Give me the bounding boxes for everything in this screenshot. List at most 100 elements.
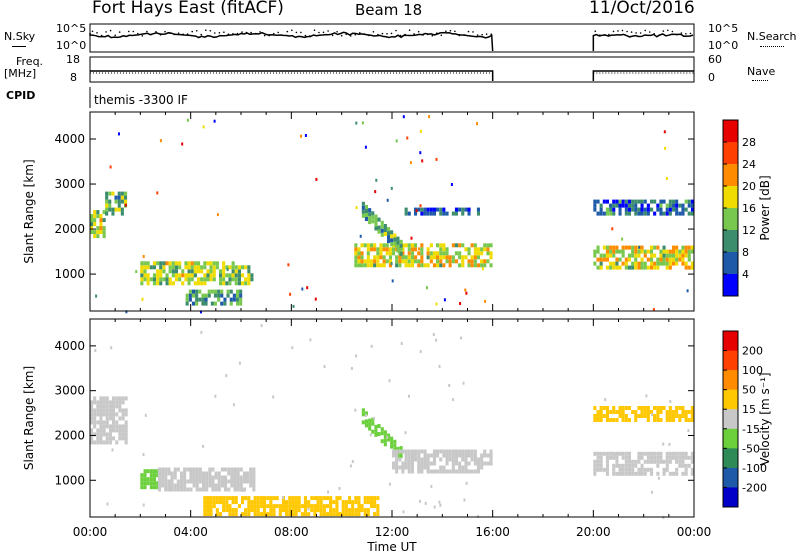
velocity-cell bbox=[250, 508, 254, 513]
power-cell bbox=[662, 261, 666, 266]
velocity-cell bbox=[164, 475, 168, 480]
velocity-cell bbox=[90, 400, 94, 405]
power-cell bbox=[429, 259, 433, 264]
velocity-cell bbox=[414, 457, 418, 462]
velocity-cell bbox=[675, 414, 679, 418]
x-tick-label: 00:00 bbox=[677, 525, 712, 539]
power-cell bbox=[152, 281, 156, 286]
power-cell bbox=[184, 277, 188, 282]
velocity-cell bbox=[143, 477, 147, 482]
velocity-cell bbox=[307, 512, 311, 517]
power-cell bbox=[300, 134, 302, 138]
velocity-cell bbox=[338, 512, 342, 517]
velocity-cell bbox=[615, 471, 619, 476]
power-cell bbox=[637, 211, 641, 216]
power-cell bbox=[225, 265, 229, 270]
power-cell bbox=[203, 265, 207, 270]
velocity-cell bbox=[364, 423, 368, 428]
noise-search-dot bbox=[114, 34, 116, 37]
velocity-cell bbox=[366, 512, 370, 517]
velocity-cell bbox=[637, 471, 641, 476]
velocity-cell bbox=[93, 400, 97, 405]
power-cell bbox=[382, 259, 386, 264]
velocity-cell bbox=[612, 418, 616, 422]
velocity-cell bbox=[288, 504, 292, 509]
velocity-cell bbox=[662, 471, 666, 476]
velocity-cell bbox=[643, 406, 647, 410]
velocity-cell bbox=[399, 446, 403, 451]
velocity-cell bbox=[407, 469, 411, 474]
velocity-cell bbox=[656, 459, 660, 464]
power-cell bbox=[602, 253, 606, 258]
velocity-cell bbox=[167, 479, 171, 484]
velocity-cell bbox=[439, 449, 443, 454]
velocity-cell bbox=[621, 455, 625, 460]
power-cell bbox=[593, 207, 597, 212]
velocity-cell bbox=[400, 342, 403, 345]
noise-search-dot bbox=[653, 33, 655, 35]
velocity-cell bbox=[376, 508, 380, 513]
velocity-cell bbox=[313, 512, 317, 517]
noise-search-dot bbox=[236, 32, 239, 35]
power-cell bbox=[168, 269, 172, 274]
velocity-cell bbox=[99, 424, 103, 429]
velocity-cell bbox=[228, 504, 232, 509]
velocity-cell bbox=[108, 440, 112, 445]
power-cell bbox=[159, 273, 163, 278]
power-cell bbox=[662, 245, 666, 250]
power-cell bbox=[191, 289, 195, 294]
noise-search-dot bbox=[146, 30, 148, 33]
power-cell bbox=[407, 211, 411, 216]
power-cell bbox=[464, 288, 467, 292]
velocity-cell bbox=[650, 467, 654, 472]
power-cell bbox=[621, 245, 625, 250]
power-cell bbox=[292, 304, 295, 308]
velocity-cell bbox=[186, 479, 190, 484]
noise-search-dot bbox=[141, 35, 144, 37]
velocity-cell bbox=[102, 432, 106, 437]
power-cell bbox=[407, 263, 411, 268]
power-cell bbox=[390, 242, 394, 247]
velocity-cell bbox=[643, 410, 647, 414]
power-cell bbox=[687, 211, 691, 216]
velocity-cell bbox=[363, 500, 367, 505]
velocity-cell bbox=[108, 436, 112, 441]
velocity-cell bbox=[222, 496, 226, 501]
velocity-cell bbox=[442, 449, 446, 454]
power-cell bbox=[165, 261, 169, 266]
velocity-cell bbox=[180, 487, 184, 492]
noise-search-dot bbox=[662, 30, 665, 32]
power-cell bbox=[212, 277, 216, 282]
velocity-cell bbox=[118, 424, 122, 429]
velocity-cell bbox=[121, 428, 125, 433]
power-cell bbox=[90, 218, 94, 223]
power-cell bbox=[213, 119, 216, 123]
power-cell bbox=[241, 265, 245, 270]
power-cell bbox=[373, 263, 377, 268]
power-cell bbox=[675, 253, 679, 258]
power-cell bbox=[432, 211, 436, 216]
velocity-cell bbox=[90, 428, 94, 433]
power-cell bbox=[407, 255, 411, 260]
power-cell bbox=[304, 134, 307, 137]
power-cell bbox=[656, 257, 660, 262]
velocity-cell bbox=[436, 449, 440, 454]
velocity-cell bbox=[624, 406, 628, 410]
power-cell bbox=[385, 247, 389, 252]
velocity-cell bbox=[118, 432, 122, 437]
velocity-cell bbox=[105, 400, 109, 405]
velocity-cell bbox=[596, 455, 600, 460]
velocity-cell bbox=[183, 479, 187, 484]
velocity-cell bbox=[612, 467, 616, 472]
velocity-cell bbox=[112, 408, 116, 413]
velocity-cell bbox=[410, 457, 414, 462]
colorbar-swatch bbox=[723, 389, 738, 410]
noise-search-dot bbox=[639, 32, 642, 34]
power-cell bbox=[383, 232, 387, 236]
noise-search-dot bbox=[340, 34, 343, 37]
velocity-cell bbox=[627, 471, 631, 476]
velocity-cell bbox=[173, 467, 177, 472]
velocity-cell bbox=[357, 496, 361, 501]
power-cell bbox=[643, 207, 647, 212]
velocity-cell bbox=[278, 504, 282, 509]
